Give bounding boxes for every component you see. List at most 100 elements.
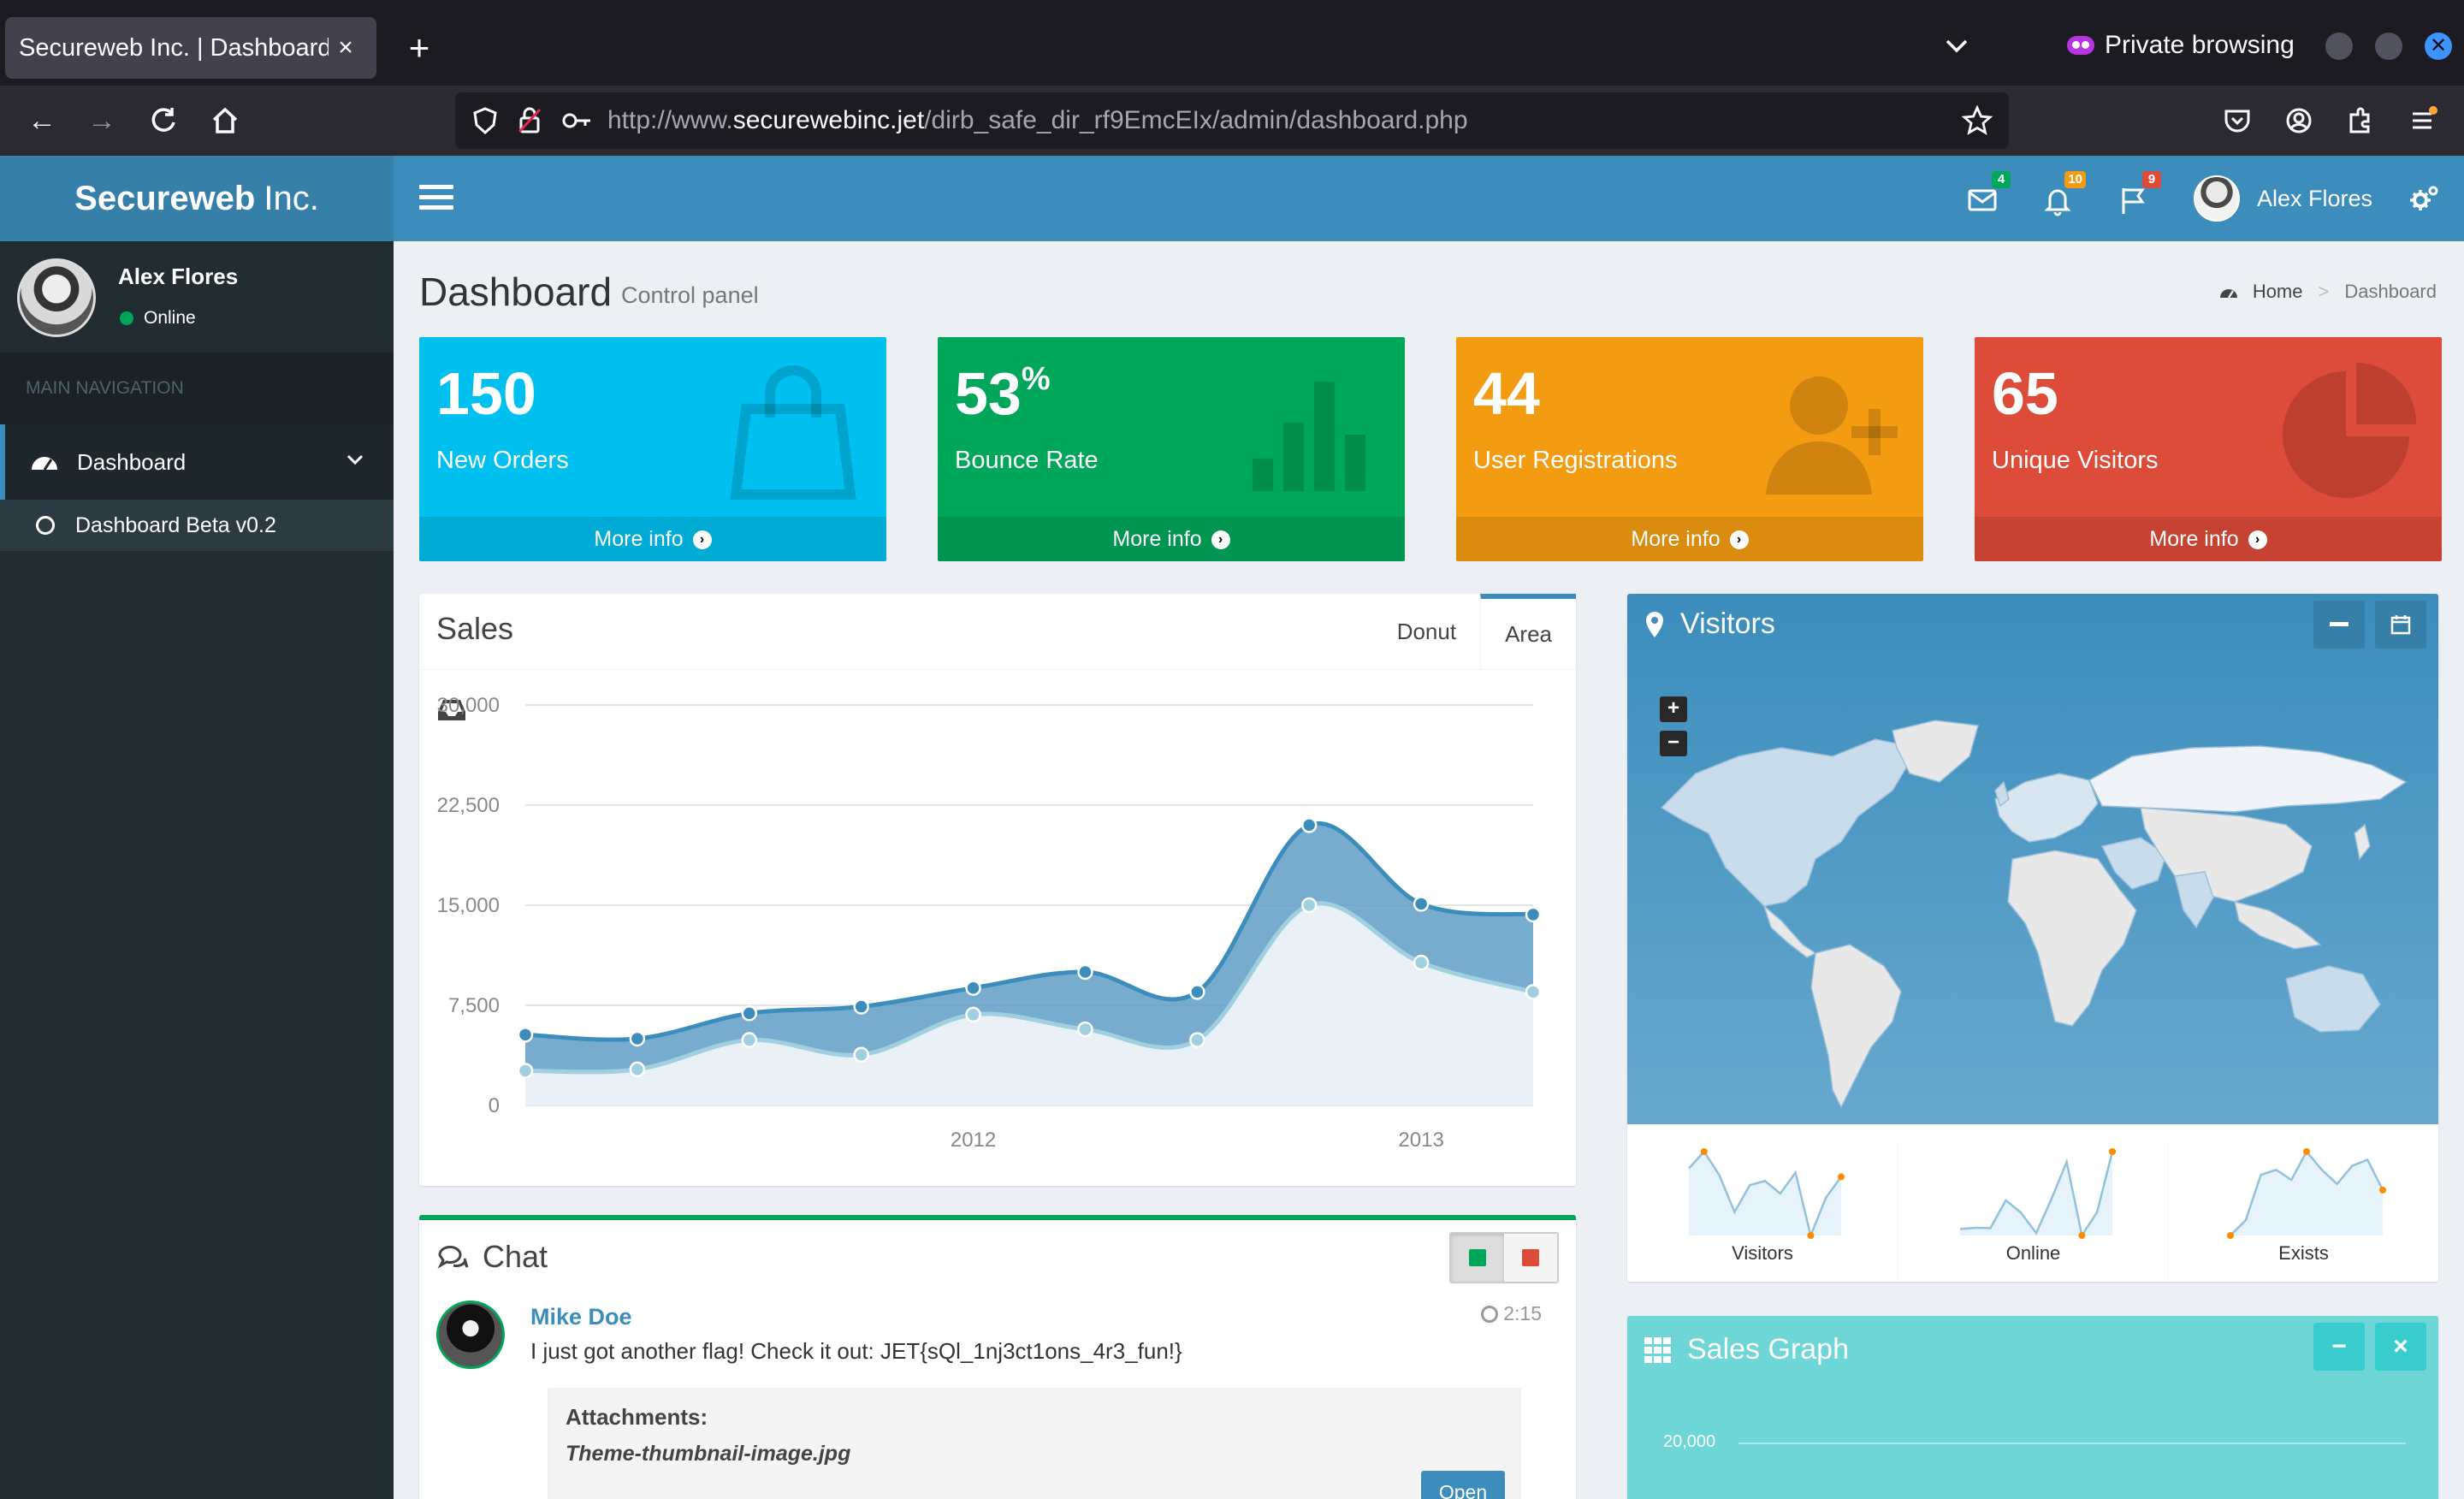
data-point [1413, 896, 1430, 912]
account-icon[interactable] [2279, 101, 2319, 140]
chat-author[interactable]: Mike Doe [530, 1304, 632, 1330]
series-area [525, 903, 1533, 1105]
bar-chart-icon [1253, 382, 1365, 491]
data-point [517, 1027, 534, 1043]
new-tab-button[interactable]: + [408, 27, 430, 68]
sidebar-toggle-icon[interactable] [419, 185, 453, 212]
tracking-shield-icon[interactable] [472, 106, 498, 135]
more-info-link[interactable]: More info › [1975, 517, 2442, 561]
page-subtitle: Control panel [621, 282, 759, 308]
window-maximize-button[interactable] [2375, 33, 2402, 60]
sparkline-online: Online [1898, 1141, 2168, 1282]
chart-xtick-label: 2012 [951, 1129, 996, 1152]
flag-icon [2122, 188, 2145, 214]
tab-area[interactable]: Area [1480, 594, 1576, 669]
tab-close-icon[interactable]: × [338, 33, 353, 62]
sales-graph-ytick: 20,000 [1663, 1432, 1716, 1451]
data-point [1525, 984, 1542, 1000]
map-region-central-america [1762, 904, 1817, 958]
data-point [965, 1006, 981, 1023]
key-icon[interactable] [561, 106, 592, 135]
data-point [517, 1063, 534, 1079]
sparkline-marker [2379, 1186, 2386, 1194]
tab-donut[interactable]: Donut [1396, 618, 1457, 644]
user-status[interactable]: Online [120, 308, 196, 329]
map-zoom-in-button[interactable]: + [1660, 696, 1687, 722]
bookmark-star-icon[interactable] [1961, 104, 1993, 137]
chart-ytick-label: 7,500 [448, 994, 500, 1017]
url-text[interactable]: http://www.securewebinc.jet/dirb_safe_di… [607, 106, 1468, 135]
url-host: securewebinc.jet [732, 106, 925, 134]
more-info-link[interactable]: More info › [419, 517, 886, 561]
back-icon[interactable]: ← [27, 104, 56, 137]
tabs-divider [419, 669, 1576, 670]
sales-graph-close-button[interactable]: × [2375, 1323, 2426, 1371]
sparkline-line [1959, 1151, 2114, 1239]
pocket-icon[interactable] [2218, 101, 2257, 140]
chat-attachment: Attachments: Theme-thumbnail-image.jpg O… [548, 1388, 1521, 1499]
map-marker-icon [1646, 611, 1663, 637]
data-point [853, 1046, 869, 1063]
status-online-button[interactable] [1451, 1234, 1504, 1282]
visitors-date-range-button[interactable] [2375, 601, 2426, 649]
browser-tab[interactable]: Secureweb Inc. | Dashboard × [5, 17, 376, 79]
visitors-collapse-button[interactable] [2313, 601, 2365, 649]
window-minimize-button[interactable] [2325, 33, 2353, 60]
reload-icon[interactable] [144, 101, 183, 140]
arrow-circle-right-icon: › [692, 530, 712, 550]
notifications-menu[interactable]: 10 [2040, 171, 2086, 219]
sparkline-visitors: Visitors [1627, 1141, 1898, 1282]
stat-label: User Registrations [1473, 447, 1678, 474]
square-icon [1469, 1249, 1486, 1266]
chart-ytick-label: 30,000 [437, 694, 500, 717]
window-close-button[interactable]: ✕ [2425, 33, 2452, 60]
data-point [1300, 897, 1318, 914]
map-region-africa [2007, 850, 2137, 1027]
chart-ytick-label: 0 [489, 1094, 500, 1117]
list-all-tabs-icon[interactable] [1937, 26, 1976, 65]
map-zoom-out-button[interactable]: − [1660, 731, 1687, 756]
address-bar[interactable]: http://www.securewebinc.jet/dirb_safe_di… [455, 92, 2009, 149]
stat-box-new-orders: 150 New Orders More info › [419, 337, 886, 561]
extensions-icon[interactable] [2341, 101, 2380, 140]
sparkline-area [2230, 1152, 2383, 1235]
brand-logo[interactable]: Secureweb Inc. [0, 156, 394, 241]
data-point [1300, 817, 1318, 833]
user-menu[interactable]: Alex Flores [2194, 175, 2372, 222]
map-region-south-america [1810, 944, 1902, 1109]
map-region-japan [2354, 823, 2371, 861]
forward-icon[interactable]: → [87, 104, 116, 137]
chart-ytick-label: 22,500 [437, 794, 500, 817]
sales-area-chart: 30,000 22,500 15,000 7,500 0 2012 2013 [437, 694, 1542, 1152]
sparkline-marker [2078, 1232, 2086, 1239]
stat-label: Unique Visitors [1992, 447, 2159, 474]
notifications-count-badge: 10 [2064, 171, 2086, 188]
square-icon [1522, 1249, 1539, 1266]
more-info-link[interactable]: More info › [938, 517, 1405, 561]
tasks-menu[interactable]: 9 [2115, 171, 2161, 219]
status-busy-button[interactable] [1504, 1234, 1557, 1282]
sparkline-label: Visitors [1732, 1242, 1793, 1264]
private-browsing-indicator: Private browsing [2067, 22, 2295, 68]
more-info-link[interactable]: More info › [1456, 517, 1923, 561]
sales-graph-collapse-button[interactable]: − [2313, 1323, 2365, 1371]
attachment-filename: Theme-thumbnail-image.jpg [566, 1442, 851, 1466]
map-region-asia [2140, 807, 2313, 903]
stat-value: 44 [1473, 360, 1540, 427]
app-menu-icon[interactable] [2402, 101, 2442, 140]
stat-box-user-registrations: 44 User Registrations More info › [1456, 337, 1923, 561]
messages-menu[interactable]: 4 [1964, 171, 2011, 219]
sales-graph-gridline [1738, 1443, 2406, 1444]
insecure-lock-icon[interactable] [517, 106, 542, 135]
sidebar-item-dashboard-beta[interactable]: Dashboard Beta v0.2 [0, 500, 394, 551]
home-icon[interactable] [205, 101, 245, 140]
breadcrumb-current: Dashboard [2344, 281, 2437, 302]
browser-nav-bar: ← → http://www.securewebinc.jet/dirb_saf… [0, 86, 2464, 156]
sidebar-item-dashboard[interactable]: Dashboard [0, 424, 394, 500]
map-region-southeast-asia [2233, 900, 2322, 950]
open-attachment-button[interactable]: Open [1421, 1471, 1505, 1499]
sidebar-user-name: Alex Flores [118, 264, 239, 289]
map-region-russia [2088, 745, 2408, 813]
breadcrumb-home[interactable]: Home [2252, 281, 2303, 302]
gears-icon[interactable] [2406, 180, 2443, 217]
